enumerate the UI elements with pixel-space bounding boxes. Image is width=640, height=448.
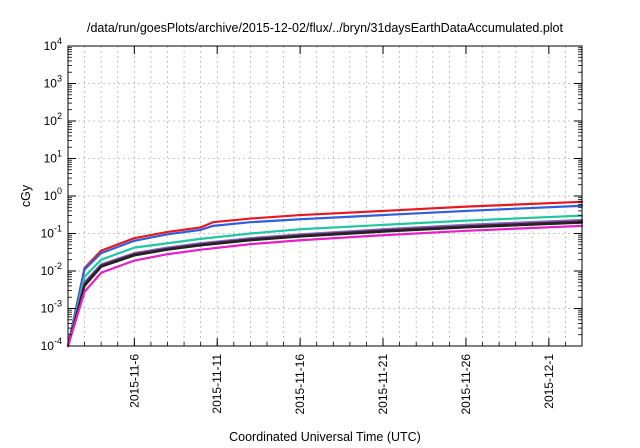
series-line-7: [66, 224, 584, 348]
y-tick-label: 10-3: [41, 299, 62, 316]
y-axis-label: cGy: [19, 184, 33, 207]
x-tick-label: 2015-12-1: [542, 354, 556, 409]
y-tick-label: 10-4: [41, 336, 62, 353]
x-tick-label: 2015-11-6: [127, 354, 141, 408]
series-layer: [66, 200, 584, 348]
x-tick-label: 2015-11-16: [293, 354, 307, 415]
y-tick-label: 10-2: [41, 261, 62, 278]
y-tick-label: 104: [44, 36, 62, 53]
chart-title: /data/run/goesPlots/archive/2015-12-02/f…: [87, 21, 563, 35]
grid: [68, 46, 582, 346]
x-tick-label: 2015-11-26: [459, 354, 473, 415]
y-tick-label: 103: [44, 74, 62, 91]
axes: 10-4 10-3 10-2 10-1 100 101 102 103 104 2015-11-6…: [41, 36, 582, 415]
y-tick-label: 100: [44, 186, 62, 203]
series-line-6: [66, 221, 584, 348]
y-tick-label: 101: [44, 149, 62, 166]
x-axis-label: Coordinated Universal Time (UTC): [229, 430, 421, 444]
y-tick-label: 10-1: [41, 224, 62, 241]
x-tick-label: 2015-11-21: [376, 354, 390, 415]
series-line-2: [66, 204, 584, 348]
x-tick-label: 2015-11-11: [210, 354, 224, 414]
y-tick-label: 102: [44, 111, 62, 128]
series-line-1: [66, 200, 584, 348]
series-line-3: [66, 214, 584, 348]
